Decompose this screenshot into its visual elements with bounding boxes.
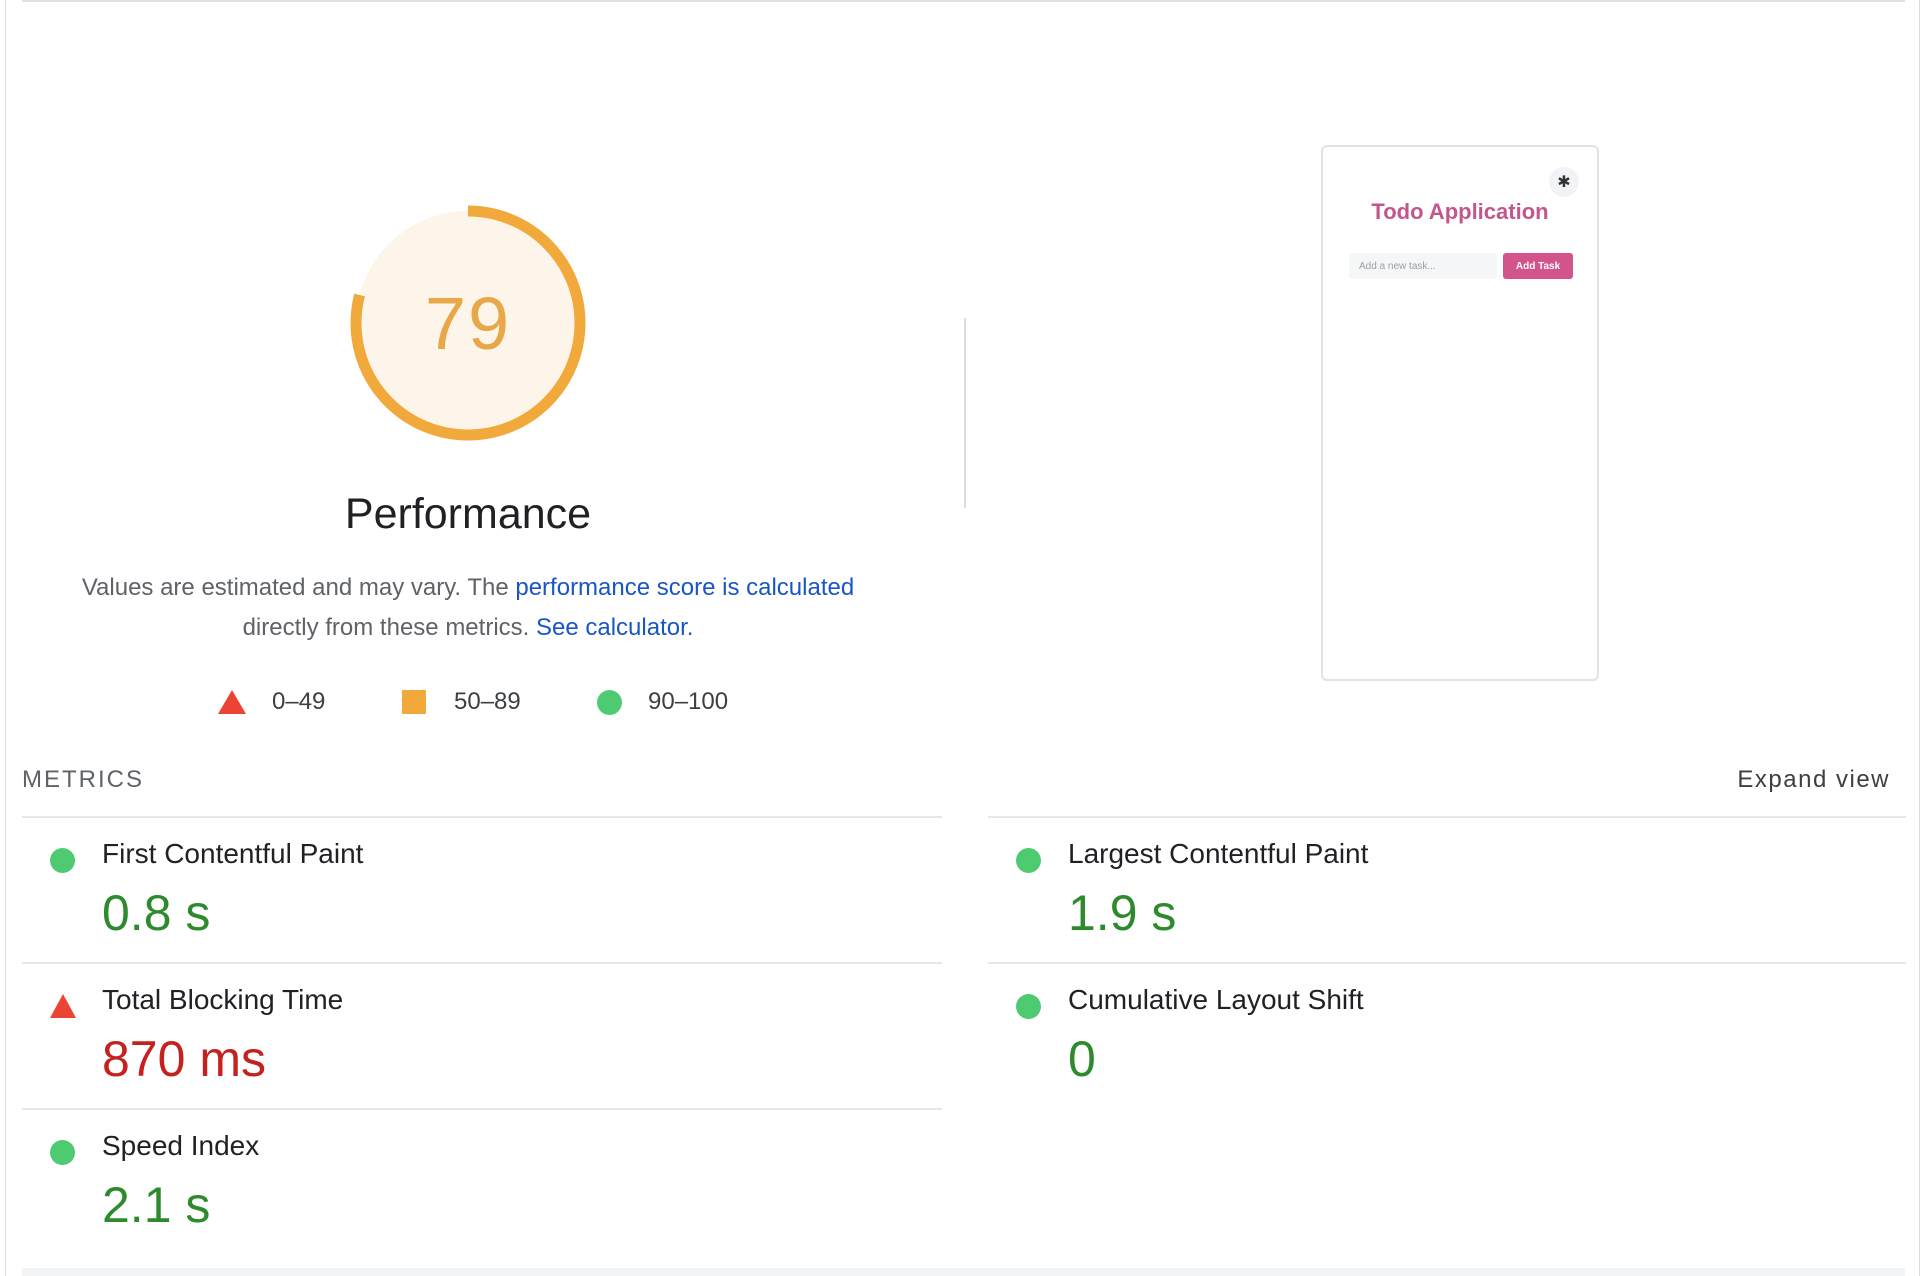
bottom-bar: [22, 1268, 1905, 1276]
pass-circle-icon: [1016, 848, 1041, 873]
metric-largest-contentful-paint: Largest Contentful Paint 1.9 s: [988, 818, 1888, 958]
legend-pass-range: 90–100: [648, 688, 729, 715]
circle-icon: [597, 689, 622, 715]
metric-divider: [22, 1108, 942, 1110]
pass-circle-icon: [50, 1140, 75, 1165]
thumbnail-app-title: Todo Application: [1371, 199, 1549, 224]
metric-divider: [22, 962, 942, 964]
metric-divider: [988, 816, 1906, 818]
triangle-icon: [218, 690, 246, 714]
legend-fail-range: 0–49: [272, 688, 326, 715]
metric-value: 2.1 s: [102, 1177, 211, 1233]
metric-label: Speed Index: [102, 1130, 260, 1161]
report-frame: [5, 0, 1920, 1276]
gauge-arc: [350, 205, 586, 441]
legend-pass: 90–100: [597, 688, 728, 716]
score-description: Values are estimated and may vary. The p…: [48, 568, 888, 648]
page-screenshot-thumbnail[interactable]: ✱ Todo Application Add a new task... Add…: [1321, 145, 1599, 681]
pass-circle-icon: [50, 848, 75, 873]
category-title: Performance: [344, 490, 592, 538]
see-calculator-link[interactable]: See calculator.: [535, 614, 694, 641]
fail-triangle-icon: [50, 994, 76, 1018]
metric-label: Largest Contentful Paint: [1068, 838, 1369, 869]
metric-label: Cumulative Layout Shift: [1068, 984, 1364, 1015]
metric-total-blocking-time: Total Blocking Time 870 ms: [22, 964, 922, 1104]
thumbnail-task-input: Add a new task...: [1349, 253, 1497, 279]
vertical-divider: [964, 318, 966, 508]
thumbnail-add-task-button: Add Task: [1503, 253, 1573, 279]
description-text-2: directly from these metrics.: [242, 614, 536, 641]
legend-average-range: 50–89: [454, 688, 521, 715]
metric-label: Total Blocking Time: [102, 984, 344, 1015]
gauge-ring: [350, 205, 586, 441]
performance-score: 79: [424, 281, 512, 365]
metrics-header: METRICS: [22, 766, 144, 793]
legend-average: 50–89: [402, 688, 521, 716]
metric-divider: [988, 962, 1906, 964]
pass-circle-icon: [1016, 994, 1041, 1019]
legend-fail: 0–49: [218, 688, 325, 716]
expand-view-toggle[interactable]: Expand view: [1737, 766, 1890, 793]
metric-cumulative-layout-shift: Cumulative Layout Shift 0: [988, 964, 1888, 1104]
metric-label: First Contentful Paint: [102, 838, 364, 869]
metric-value: 0: [1068, 1031, 1096, 1087]
gear-icon: ✱: [1549, 167, 1579, 197]
metric-divider: [22, 816, 942, 818]
score-calculated-link[interactable]: performance score is calculated: [515, 574, 855, 601]
description-text-1: Values are estimated and may vary. The: [81, 574, 516, 601]
metric-speed-index: Speed Index 2.1 s: [22, 1110, 922, 1250]
score-legend: 0–49 50–89 90–100: [0, 688, 960, 722]
metric-value: 1.9 s: [1068, 885, 1177, 941]
performance-gauge: 79: [343, 198, 593, 448]
metric-value: 870 ms: [102, 1031, 266, 1087]
top-divider: [22, 0, 1905, 2]
square-icon: [402, 690, 426, 714]
metric-value: 0.8 s: [102, 885, 211, 941]
gauge-fill: [356, 211, 580, 435]
metric-first-contentful-paint: First Contentful Paint 0.8 s: [22, 818, 922, 958]
